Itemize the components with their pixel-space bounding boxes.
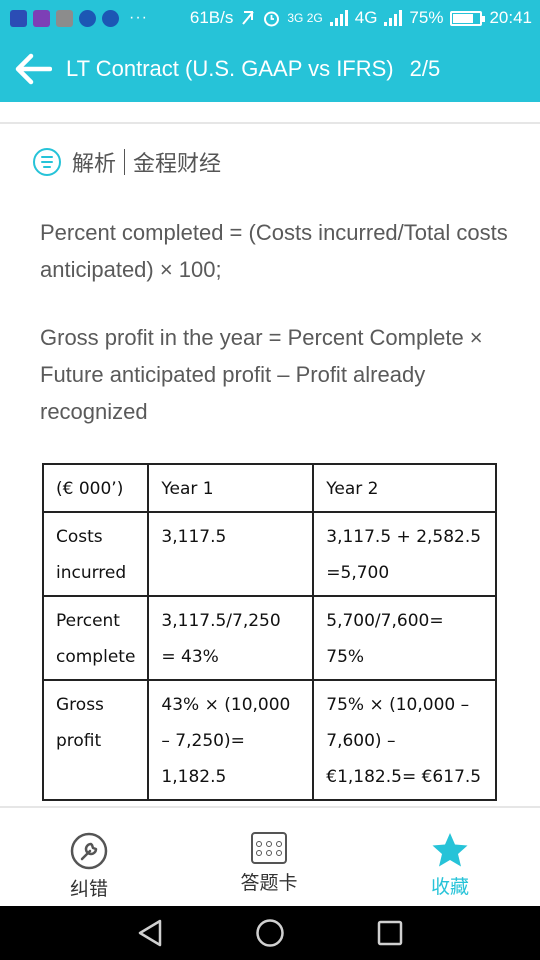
table-cell: 3,117.5 [147,511,315,597]
table-cell: 5,700/7,600= 75% [312,595,497,681]
title-bar: LT Contract (U.S. GAAP vs IFRS) 2/5 [0,36,540,102]
back-arrow-icon [15,53,52,85]
formula-percent-completed: Percent completed = (Costs incurred/Tota… [40,220,508,282]
star-icon [432,833,468,867]
analysis-label: 解析 [72,151,117,176]
bottom-toolbar: 纠错 答题卡 收藏 [0,820,540,906]
system-nav-bar [0,906,540,960]
report-error-button[interactable]: 纠错 [29,832,149,901]
page-counter: 2/5 [409,56,441,81]
network-type-1: 3G 2G [287,11,323,25]
table-row: Costs incurred 3,117.5 3,117.5 + 2,582.5… [41,511,497,597]
answer-card-label: 答题卡 [240,873,298,894]
table-header-cell: (€ 000’) [41,463,150,513]
alarm-icon [264,11,280,26]
nav-home-icon [256,919,284,947]
shield-app-icon [10,9,27,27]
favorite-button[interactable]: 收藏 [390,832,510,899]
header-divider [124,149,126,175]
report-error-label: 纠错 [69,879,108,900]
wrench-icon [70,832,108,870]
favorite-label: 收藏 [430,877,469,898]
table-cell: 75% × (10,000 – 7,600) – €1,182.5= €617.… [312,679,497,801]
battery-percent: 75% [409,8,444,27]
battery-fill [453,13,473,23]
nav-home-button[interactable] [250,913,290,953]
table-cell: 3,117.5 + 2,582.5 =5,700 [312,511,497,597]
qr-app-icon [56,9,73,27]
no-sim-icon [242,11,255,25]
nav-back-icon [138,919,162,947]
source-label: 金程财经 [133,151,222,176]
clock: 20:41 [489,8,532,27]
top-divider [0,122,540,124]
table-header-cell: Year 2 [312,463,497,513]
nav-recents-button[interactable] [370,913,410,953]
table-cell: 3,117.5/7,250 = 43% [147,595,315,681]
table-cell: Percent complete [41,595,150,681]
table-row: Percent complete 3,117.5/7,250 = 43% 5,7… [41,595,497,681]
answer-card-button[interactable]: 答题卡 [209,832,329,895]
battery-icon [450,10,486,26]
notification-icons: ··· [0,9,148,27]
back-button[interactable] [0,36,66,102]
page-title: LT Contract (U.S. GAAP vs IFRS) [66,56,394,81]
table-header-row: (€ 000’) Year 1 Year 2 [41,463,497,513]
formula-gross-profit: Gross profit in the year = Percent Compl… [40,325,483,424]
calculation-table: (€ 000’) Year 1 Year 2 Costs incurred 3,… [41,463,497,801]
nav-back-button[interactable] [130,913,170,953]
status-bar: ··· 61B/s 3G 2G 4G 75% 20:41 [0,0,540,36]
app-badge-icon-2 [102,9,119,27]
network-type-2: 4G [354,8,378,27]
answer-card-icon [251,832,287,864]
table-cell: 43% × (10,000 – 7,250)= 1,182.5 [147,679,315,801]
app-badge-icon [79,9,96,27]
table-row: Gross profit 43% × (10,000 – 7,250)= 1,1… [41,679,497,801]
signal-icon-2 [384,10,403,26]
table-cell: Gross profit [41,679,150,801]
bottom-divider [0,806,540,808]
table-header-cell: Year 1 [147,463,315,513]
more-notifications-icon: ··· [129,9,148,26]
analysis-header: 解析 金程财经 [33,146,221,178]
table-cell: Costs incurred [41,511,150,597]
nav-recents-icon [377,920,403,946]
gallery-app-icon [33,9,50,27]
network-speed: 61B/s [189,8,234,27]
signal-icon [329,10,348,26]
analysis-icon [33,148,61,176]
status-indicators: 61B/s 3G 2G 4G 75% 20:41 [190,0,532,36]
